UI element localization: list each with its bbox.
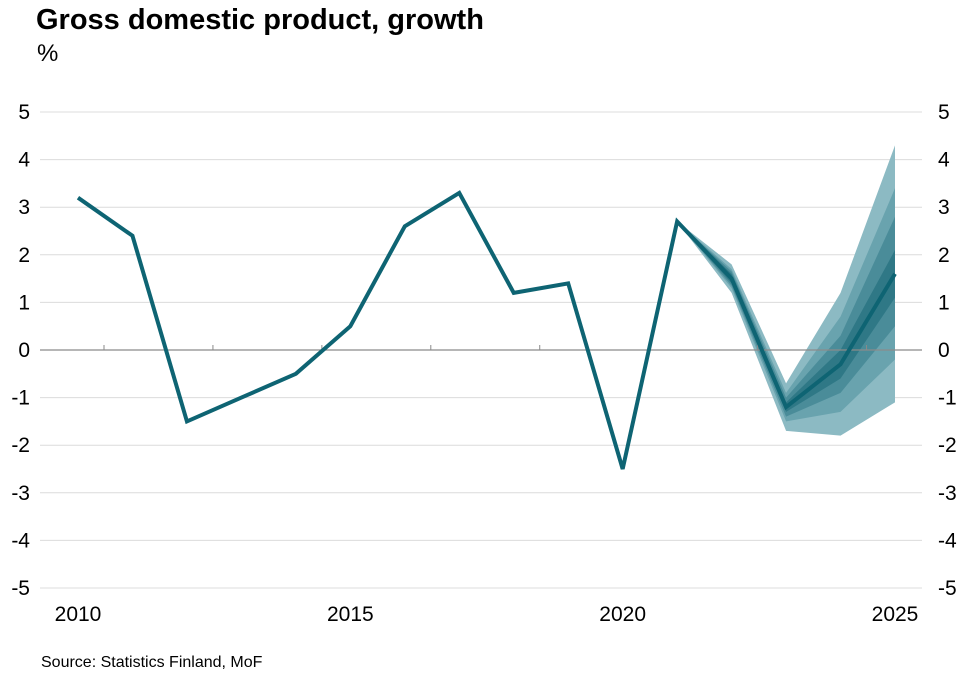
- series-lines: [76, 190, 897, 470]
- y-tick-label-right: 5: [938, 101, 950, 124]
- y-tick-label-right: 2: [938, 244, 950, 267]
- y-tick-label-right: -1: [938, 387, 957, 410]
- tick-labels: 5 5 4 4 3 3 2 2 1 1 0 0 -1 -1 -2 -2 -3 -3 -4 -4 -5 -5 2010 2015…: [11, 101, 957, 626]
- y-tick-label-left: 4: [18, 149, 30, 172]
- y-tick-label-left: 1: [18, 291, 30, 314]
- y-tick-label-left: -4: [11, 529, 30, 552]
- unit-label: %: [37, 40, 59, 67]
- x-tick-label: 2020: [599, 603, 646, 626]
- x-tick-label: 2025: [872, 603, 919, 626]
- gdp-growth-line: [76, 190, 897, 470]
- y-tick-label-left: -2: [11, 434, 30, 457]
- forecast-fan: [677, 145, 895, 436]
- y-tick-label-right: 0: [938, 339, 950, 362]
- source-note: Source: Statistics Finland, MoF: [41, 654, 263, 671]
- y-tick-label-right: -5: [938, 577, 957, 600]
- y-tick-label-left: 0: [18, 339, 30, 362]
- y-tick-label-left: 3: [18, 196, 30, 219]
- y-tick-label-left: 2: [18, 244, 30, 267]
- y-tick-label-right: -4: [938, 529, 957, 552]
- grid-lines: [40, 111, 922, 589]
- chart-title: Gross domestic product, growth: [36, 4, 484, 36]
- x-tick-label: 2010: [55, 603, 102, 626]
- y-tick-label-left: 5: [18, 101, 30, 124]
- y-tick-label-right: 3: [938, 196, 950, 219]
- y-tick-label-right: 1: [938, 291, 950, 314]
- y-tick-label-right: 4: [938, 149, 950, 172]
- y-tick-label-right: -2: [938, 434, 957, 457]
- axes: [40, 345, 922, 351]
- y-tick-label-left: -1: [11, 387, 30, 410]
- y-tick-label-left: -5: [11, 577, 30, 600]
- y-tick-label-right: -3: [938, 482, 957, 505]
- x-tick-label: 2015: [327, 603, 374, 626]
- y-tick-label-left: -3: [11, 482, 30, 505]
